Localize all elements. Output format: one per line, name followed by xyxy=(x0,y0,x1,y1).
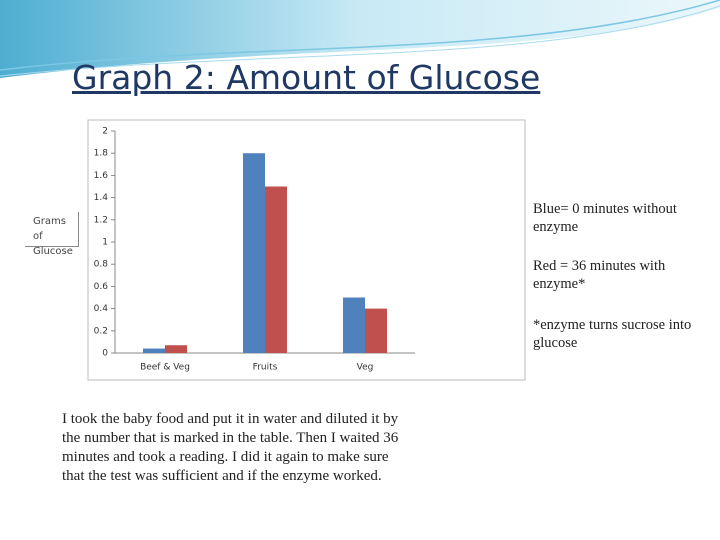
legend-note: Blue= 0 minutes without enzyme xyxy=(533,201,677,235)
bar xyxy=(265,186,287,353)
y-tick-label: 1 xyxy=(102,238,108,248)
y-tick-label: 1.4 xyxy=(94,193,109,203)
y-tick-label: 1.6 xyxy=(94,171,109,181)
header-decoration xyxy=(0,0,720,78)
body-text: I took the baby food and put it in water… xyxy=(62,411,399,484)
chart-frame xyxy=(87,119,526,381)
y-tick-label: 0.6 xyxy=(94,282,109,292)
bar xyxy=(365,308,387,353)
y-tick-label: 0.8 xyxy=(94,260,109,270)
y-tick-label: 2 xyxy=(102,127,108,137)
y-tick-label: 0.2 xyxy=(94,326,108,336)
slide-title: Graph 2: Amount of Glucose xyxy=(72,58,541,97)
y-tick-label: 0.4 xyxy=(94,304,109,314)
y-tick-label: 1.2 xyxy=(94,215,108,225)
legend-note: Red = 36 minutes with enzyme* xyxy=(533,258,666,292)
x-tick-label: Veg xyxy=(357,363,374,373)
x-tick-label: Beef & Veg xyxy=(140,363,190,373)
y-tick-label: 0 xyxy=(102,349,108,359)
bar xyxy=(165,345,187,353)
bar xyxy=(243,153,265,353)
bar xyxy=(343,297,365,353)
bar xyxy=(143,348,165,353)
x-tick-label: Fruits xyxy=(253,363,278,373)
chart: 0 0.2 0.4 0.6 0.8 1 1.2 1.4 1.6 1.8 2 Beef & Veg Fru… xyxy=(87,119,526,381)
y-tick-label: 1.8 xyxy=(94,149,109,159)
footnote: *enzyme turns sucrose into glucose xyxy=(533,317,692,351)
y-axis-label: Grams of Glucose xyxy=(25,212,79,257)
